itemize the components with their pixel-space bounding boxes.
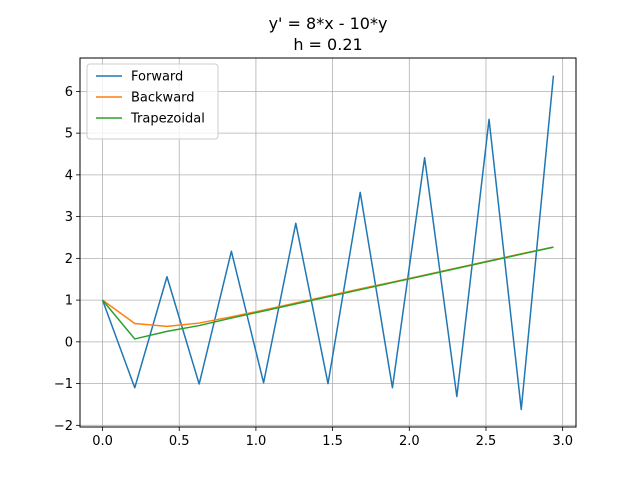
y-tick-label: 2 [65,252,73,267]
legend-label-backward: Backward [131,91,195,106]
x-tick-label: 0.0 [92,434,113,449]
legend-label-trapezoidal: Trapezoidal [130,112,205,127]
x-tick-label: 0.5 [169,434,190,449]
y-tick-label: 3 [65,210,73,225]
series-line-trapezoidal [101,246,554,340]
chart-title-line-1: y' = 8*x - 10*y [269,14,388,33]
x-tick-label: 3.0 [552,434,573,449]
y-tick-label: −2 [54,419,73,434]
series-line-forward [101,75,555,411]
plot-frame [79,57,577,428]
y-tick-label: 1 [65,294,73,309]
x-tick-label: 1.0 [246,434,267,449]
axis-ticks: 0.0 0.5 1.0 1.5 2.0 2.5 3.0 −2 −1 0 1 2 3 4 5 6 [54,85,573,449]
y-tick-label: −1 [54,377,73,392]
x-tick-label: 1.5 [322,434,343,449]
y-tick-label: 5 [65,127,73,142]
x-tick-label: 2.0 [399,434,420,449]
legend: Forward Backward Trapezoidal [86,63,219,140]
chart-title-line-2: h = 0.21 [293,35,362,54]
legend-label-forward: Forward [131,70,183,85]
y-tick-label: 0 [65,335,73,350]
y-tick-label: 4 [65,168,73,183]
grid [80,58,576,427]
legend-box [86,63,219,140]
y-tick-label: 6 [65,85,73,100]
plot-series [101,75,555,411]
x-tick-label: 2.5 [476,434,497,449]
